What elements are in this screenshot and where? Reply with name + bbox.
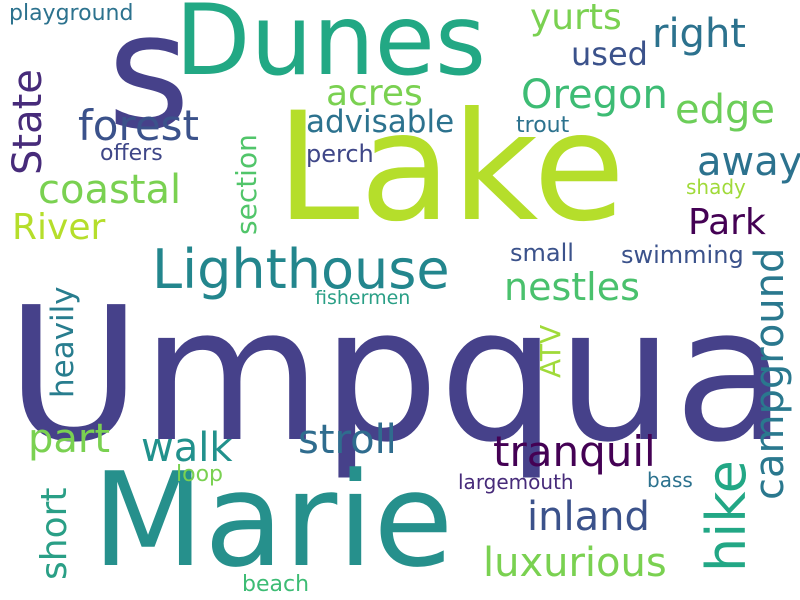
word-lighthouse: Lighthouse — [152, 238, 450, 301]
word-coastal: coastal — [38, 167, 182, 213]
word-river: River — [12, 207, 106, 248]
word-edge: edge — [675, 87, 775, 133]
word-luxurious: luxurious — [483, 540, 667, 586]
word-nestles: nestles — [504, 265, 640, 309]
word-small: small — [510, 239, 574, 267]
word-atv: ATV — [534, 324, 567, 378]
word-beach: beach — [242, 572, 310, 597]
word-tranquil: tranquil — [493, 427, 656, 476]
word-inland: inland — [527, 494, 650, 540]
word-bass: bass — [647, 468, 693, 492]
word-playground: playground — [9, 1, 134, 26]
word-campground: campground — [747, 247, 793, 500]
word-trout: trout — [516, 113, 570, 138]
word-offers: offers — [100, 141, 163, 166]
word-stroll: stroll — [298, 417, 397, 463]
word-away: away — [697, 139, 800, 185]
word-loop: loop — [176, 462, 223, 487]
word-advisable: advisable — [306, 104, 455, 140]
word-short: short — [34, 487, 75, 580]
word-largemouth: largemouth — [458, 470, 574, 494]
word-hike: hike — [695, 460, 758, 572]
word-yurts: yurts — [530, 0, 622, 38]
word-s: s — [107, 0, 191, 165]
word-swimming: swimming — [621, 241, 744, 269]
word-heavily: heavily — [45, 286, 81, 398]
word-dunes: Dunes — [175, 0, 487, 98]
word-perch: perch — [306, 140, 374, 168]
word-marie: Marie — [92, 444, 454, 596]
word-lake: Lake — [276, 81, 626, 255]
word-used: used — [571, 35, 648, 73]
word-acres: acres — [326, 73, 423, 114]
word-park: Park — [688, 202, 766, 243]
word-section: section — [230, 134, 263, 235]
word-fishermen: fishermen — [315, 287, 411, 309]
word-state: State — [5, 69, 51, 175]
word-forest: forest — [78, 101, 200, 150]
word-part: part — [28, 416, 111, 462]
word-walk: walk — [141, 425, 233, 471]
word-oregon: Oregon — [521, 72, 668, 118]
word-umpqua: Umpqua — [6, 267, 788, 483]
word-shady: shady — [686, 175, 746, 199]
word-right: right — [652, 11, 746, 57]
